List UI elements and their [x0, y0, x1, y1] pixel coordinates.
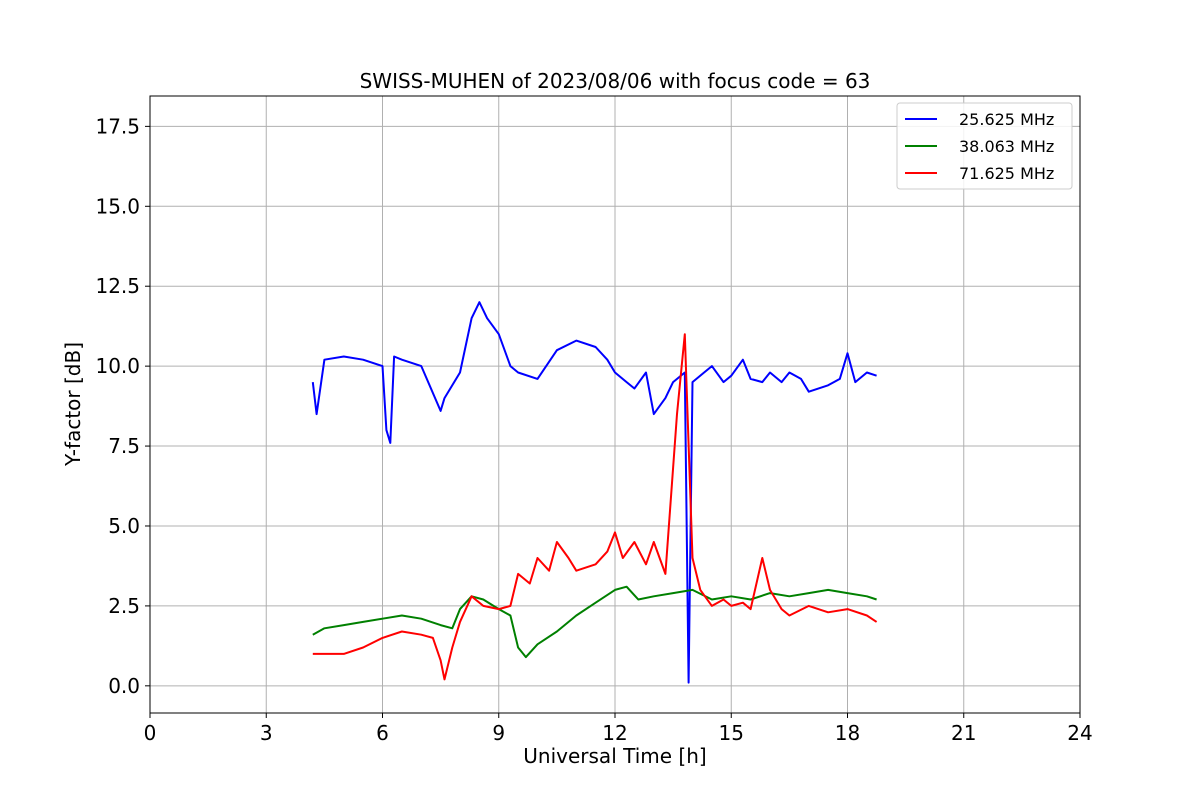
x-tick-label: 6 [376, 721, 389, 745]
legend-entry-1: 38.063 MHz [959, 137, 1054, 156]
x-tick-label: 24 [1067, 721, 1092, 745]
ticks: 0 3 6 9 12 15 18 21 24 0.0 2.5 5.0 7.5 10.0 12.5 15.0 17… [95, 114, 1092, 745]
chart-title: SWISS-MUHEN of 2023/08/06 with focus cod… [360, 69, 871, 93]
x-tick-label: 9 [492, 721, 505, 745]
x-tick-label: 12 [602, 721, 627, 745]
legend: 25.625 MHz 38.063 MHz 71.625 MHz [896, 102, 1073, 190]
plot-area [311, 301, 878, 684]
legend-entry-2: 71.625 MHz [959, 164, 1054, 183]
y-tick-label: 0.0 [108, 674, 140, 698]
series-line-2 [312, 333, 878, 681]
x-axis-label: Universal Time [h] [523, 744, 706, 768]
x-tick-label: 15 [719, 721, 744, 745]
y-tick-label: 17.5 [95, 114, 140, 138]
y-tick-label: 12.5 [95, 274, 140, 298]
y-axis-label: Y-factor [dB] [61, 342, 85, 467]
y-tick-label: 5.0 [108, 514, 140, 538]
y-tick-label: 10.0 [95, 354, 140, 378]
y-tick-label: 15.0 [95, 194, 140, 218]
x-tick-label: 3 [260, 721, 273, 745]
series-line-0 [311, 301, 877, 684]
legend-entry-0: 25.625 MHz [959, 110, 1054, 129]
x-tick-label: 18 [835, 721, 860, 745]
y-tick-label: 7.5 [108, 434, 140, 458]
legend-box [896, 102, 1073, 190]
y-tick-label: 2.5 [108, 594, 140, 618]
x-tick-label: 21 [951, 721, 976, 745]
x-tick-label: 0 [144, 721, 157, 745]
